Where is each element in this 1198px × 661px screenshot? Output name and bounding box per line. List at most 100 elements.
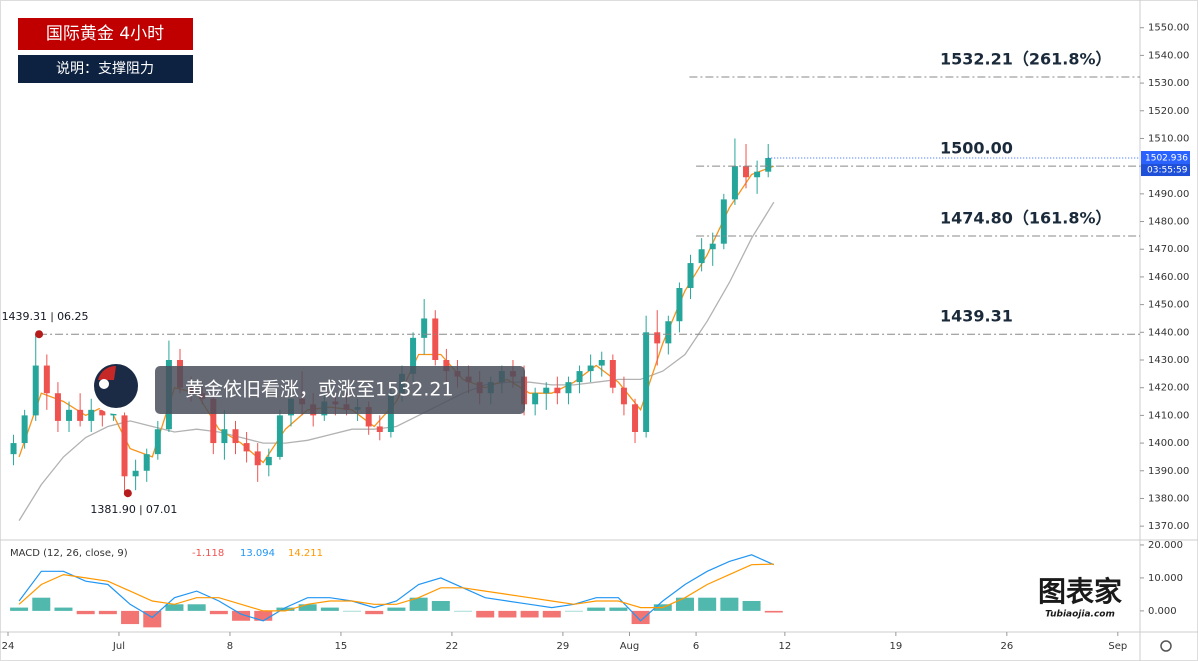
- candle-body: [598, 360, 605, 366]
- extreme-date: 07.01: [146, 503, 178, 516]
- candle-body: [77, 409, 84, 421]
- candle-body: [698, 249, 705, 264]
- plot: 1532.21（261.8%） 1500.00 1474.80（161.8%） 143…: [2, 49, 1140, 628]
- candle-body: [720, 199, 727, 244]
- candle-body: [221, 429, 228, 444]
- macd-histogram-bar: [187, 604, 206, 611]
- candle-body: [32, 365, 39, 416]
- level-label: 1532.21（261.8%）: [940, 49, 1112, 68]
- candle-body: [143, 454, 150, 471]
- x-tick-label: Jul: [112, 641, 125, 652]
- countdown-box: [1141, 164, 1190, 177]
- y-tick-label: 1520.00: [1148, 106, 1189, 117]
- macd-histogram-bar: [320, 607, 339, 611]
- extreme-marker: [123, 489, 132, 498]
- y-tick-label: 1550.00: [1148, 23, 1189, 34]
- avatar-icon: [90, 362, 142, 414]
- macd-histogram-bar: [542, 610, 561, 618]
- candle-body: [254, 451, 261, 466]
- candle-body: [154, 429, 161, 455]
- x-tick-label: 8: [227, 641, 233, 652]
- candle-body: [576, 371, 583, 383]
- y-tick-label: 1510.00: [1148, 133, 1189, 144]
- y-tick-label: 1440.00: [1148, 327, 1189, 338]
- level-label: 1474.80（161.8%）: [940, 208, 1112, 227]
- candle-body: [210, 398, 217, 444]
- candle-body: [587, 365, 594, 372]
- x-tick-label: 19: [889, 641, 902, 652]
- y-tick-label: 1450.00: [1148, 300, 1189, 311]
- candle-body: [554, 387, 561, 394]
- watermark-title: 图表家: [1038, 575, 1122, 608]
- extreme-label: 1381.90: [90, 503, 136, 516]
- candle-body: [410, 337, 417, 374]
- macd-histogram-bar: [343, 610, 362, 612]
- macd-histogram-bar: [431, 600, 450, 611]
- y-tick-label: 1390.00: [1148, 466, 1189, 477]
- macd-histogram-bar: [387, 607, 406, 611]
- macd-histogram-bar: [764, 610, 783, 613]
- extreme-date: 06.25: [57, 310, 89, 323]
- candle-body: [121, 415, 128, 477]
- y-tick-label: 1460.00: [1148, 272, 1189, 283]
- candle-body: [432, 318, 439, 360]
- candle-body: [654, 332, 661, 344]
- x-tick-label: Aug: [620, 641, 640, 652]
- x-tick-label: 24: [2, 641, 15, 652]
- candle-body: [632, 404, 639, 432]
- macd-histogram-bar: [32, 597, 51, 611]
- macd-histogram-bar: [564, 610, 583, 612]
- y-tick-label: 1430.00: [1148, 355, 1189, 366]
- candle-body: [421, 318, 428, 338]
- chart-title: 国际黄金 4小时: [46, 24, 164, 44]
- macd-y-tick-label: 10.000: [1148, 573, 1183, 584]
- candle-body: [376, 426, 383, 432]
- candle-body: [565, 382, 572, 394]
- macd-histogram-bar: [121, 610, 140, 625]
- y-tick-label: 1400.00: [1148, 438, 1189, 449]
- macd-histogram-bar: [587, 607, 606, 611]
- candle-body: [132, 470, 139, 477]
- macd-y-tick-label: 20.000: [1148, 540, 1183, 551]
- macd-histogram-bar: [520, 610, 539, 618]
- macd-line: [18, 563, 774, 612]
- candle-body: [66, 409, 73, 421]
- candle-body: [443, 360, 450, 372]
- y-tick-label: 1470.00: [1148, 244, 1189, 255]
- candle-body: [620, 387, 627, 405]
- level-label: 1500.00: [940, 139, 1013, 158]
- watermark-site: Tubiaojia.com: [1045, 610, 1115, 620]
- price-box: [1141, 151, 1190, 165]
- candle-body: [232, 429, 239, 444]
- y-tick-label: 1490.00: [1148, 189, 1189, 200]
- macd-histogram-bar: [609, 607, 628, 611]
- title-box: [18, 18, 193, 50]
- y-tick-label: 1480.00: [1148, 217, 1189, 228]
- price-label: 1502.936: [1145, 154, 1188, 164]
- candle-body: [88, 409, 95, 421]
- candle-body: [21, 415, 28, 444]
- macd-histogram-bar: [720, 597, 739, 611]
- macd-histogram-bar: [365, 610, 384, 615]
- y-tick-label: 1410.00: [1148, 410, 1189, 421]
- x-tick-label: 22: [446, 641, 459, 652]
- candle-body: [543, 387, 550, 394]
- macd-histogram-bar: [98, 610, 117, 615]
- candle-body: [365, 407, 372, 427]
- macd-histogram-bar: [54, 607, 73, 611]
- candle-body: [687, 263, 694, 288]
- x-tick-label: 26: [1000, 641, 1013, 652]
- x-tick-label: 15: [335, 641, 348, 652]
- macd-legend-value: 13.094: [240, 548, 275, 559]
- macd-histogram-bar: [454, 610, 473, 612]
- settings-icon[interactable]: [1160, 640, 1172, 652]
- candle-body: [54, 393, 61, 421]
- candle-body: [754, 171, 761, 178]
- macd-histogram-bar: [498, 610, 517, 618]
- candle-body: [532, 393, 539, 405]
- candle-body: [676, 288, 683, 322]
- extreme-marker: [35, 330, 44, 339]
- macd-histogram-bar: [409, 597, 428, 611]
- candle-body: [765, 158, 772, 172]
- macd-legend-value: -1.118: [192, 548, 224, 559]
